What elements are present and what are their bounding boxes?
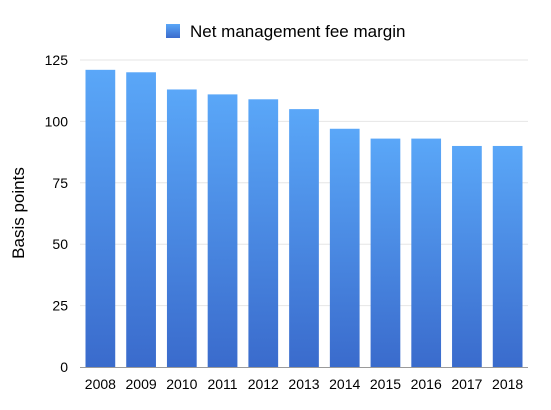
x-tick-label: 2010 (166, 376, 197, 392)
x-tick-label: 2013 (288, 376, 319, 392)
y-tick-labels: 0 25 50 75 100 125 (45, 52, 69, 375)
x-tick-label: 2015 (370, 376, 401, 392)
x-tick-label: 2009 (126, 376, 157, 392)
legend-swatch (166, 24, 180, 38)
y-tick-label: 100 (45, 113, 69, 129)
bar-2017 (452, 145, 482, 367)
y-tick-label: 75 (52, 175, 68, 191)
legend-label: Net management fee margin (190, 22, 405, 41)
x-tick-label: 2016 (411, 376, 442, 392)
x-tick-label: 2017 (451, 376, 482, 392)
bar-2011 (207, 94, 238, 367)
x-tick-label: 2012 (248, 376, 279, 392)
y-tick-label: 0 (60, 359, 68, 375)
bars (85, 69, 523, 368)
x-tick-labels: 2008 2009 2010 2011 2012 2013 2014 2015 2016 2017… (85, 376, 524, 392)
y-tick-label: 50 (52, 236, 68, 252)
y-tick-label: 125 (45, 52, 69, 68)
bar-2012 (248, 99, 279, 368)
bar-2009 (126, 72, 156, 367)
bar-2016 (411, 138, 442, 367)
bar-2015 (370, 138, 401, 367)
x-tick-label: 2011 (207, 376, 237, 392)
bar-2018 (492, 145, 523, 367)
x-tick-label: 2018 (492, 376, 523, 392)
legend: Net management fee margin (166, 22, 405, 41)
x-tick-label: 2008 (85, 376, 116, 392)
bar-2008 (85, 69, 116, 367)
x-tick-label: 2014 (329, 376, 360, 392)
bar-2014 (329, 128, 360, 367)
bar-2010 (166, 89, 197, 368)
bar-2013 (289, 109, 319, 368)
y-tick-label: 25 (52, 298, 68, 314)
y-axis-title: Basis points (9, 167, 28, 259)
